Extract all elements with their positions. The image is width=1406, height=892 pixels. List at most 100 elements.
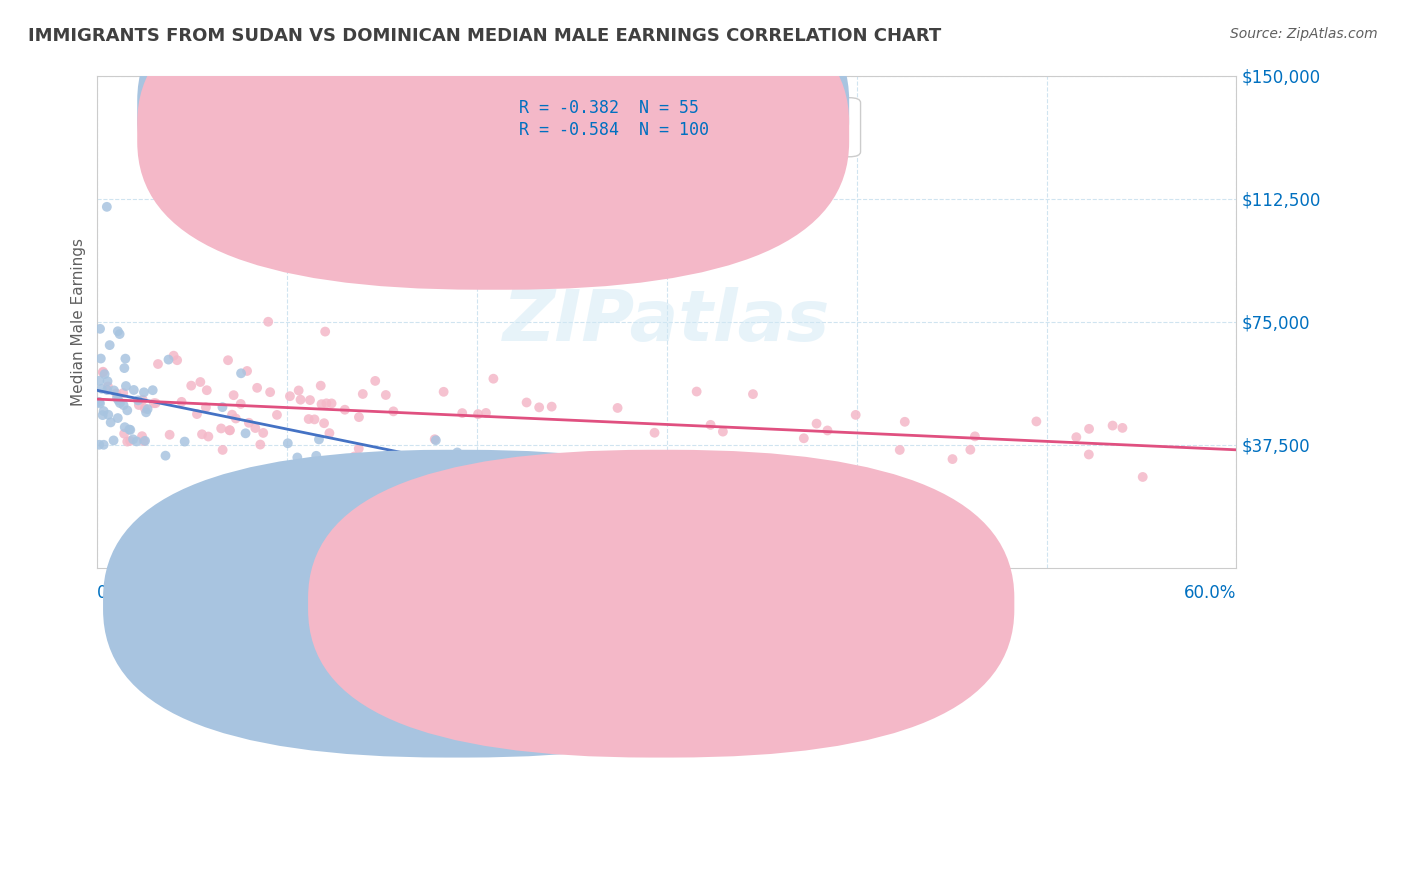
Point <box>742 387 765 401</box>
Point <box>100 416 122 430</box>
Point <box>114 420 136 434</box>
Point <box>309 378 332 392</box>
Point <box>482 372 505 386</box>
Text: R = -0.382  N = 55: R = -0.382 N = 55 <box>519 98 699 117</box>
Point <box>97 408 120 422</box>
Point <box>89 395 111 409</box>
Point <box>132 385 155 400</box>
Point <box>606 401 628 415</box>
Point <box>1101 418 1123 433</box>
Point <box>222 388 245 402</box>
Point <box>793 431 815 445</box>
Point <box>475 406 498 420</box>
Point <box>685 384 707 399</box>
Point <box>236 364 259 378</box>
Point <box>527 401 550 415</box>
Text: Dominicans: Dominicans <box>679 591 769 606</box>
Point <box>186 407 208 421</box>
Point <box>1077 448 1099 462</box>
Point <box>125 434 148 449</box>
Point <box>817 424 839 438</box>
Point <box>112 386 135 401</box>
Point <box>1078 422 1101 436</box>
FancyBboxPatch shape <box>103 450 810 757</box>
Point <box>249 437 271 451</box>
FancyBboxPatch shape <box>308 450 1014 757</box>
Point <box>298 393 321 408</box>
Point <box>467 450 489 465</box>
Point <box>285 450 308 465</box>
Text: Immigrants from Sudan: Immigrants from Sudan <box>440 591 621 606</box>
Point <box>347 410 370 425</box>
Point <box>238 416 260 430</box>
Point <box>225 411 247 425</box>
Point <box>117 434 139 449</box>
Point <box>245 421 267 435</box>
Point <box>314 325 336 339</box>
Point <box>122 383 145 397</box>
Point <box>128 398 150 412</box>
Point <box>97 379 120 393</box>
Point <box>321 396 343 410</box>
Point <box>246 381 269 395</box>
Point <box>115 379 138 393</box>
Point <box>107 393 129 408</box>
Point <box>516 395 538 409</box>
Point <box>105 391 128 405</box>
Point <box>959 442 981 457</box>
Text: 60.0%: 60.0% <box>1184 583 1236 601</box>
Point <box>235 426 257 441</box>
Point <box>155 449 177 463</box>
Point <box>96 200 118 214</box>
Point <box>146 357 169 371</box>
Point <box>209 421 232 435</box>
Point <box>108 396 131 410</box>
Point <box>91 408 114 422</box>
Point <box>315 396 337 410</box>
Point <box>333 402 356 417</box>
Point <box>91 366 114 380</box>
Text: ZIPatlas: ZIPatlas <box>503 287 831 356</box>
Point <box>120 423 142 437</box>
Point <box>711 425 734 439</box>
Point <box>318 426 340 441</box>
Point <box>142 383 165 397</box>
Point <box>145 396 167 410</box>
Point <box>132 434 155 449</box>
Point <box>96 383 118 397</box>
Point <box>277 436 299 450</box>
Point <box>112 398 135 412</box>
FancyBboxPatch shape <box>138 0 849 268</box>
Point <box>108 327 131 342</box>
Point <box>467 407 489 421</box>
Point <box>117 403 139 417</box>
Point <box>287 384 309 398</box>
Text: IMMIGRANTS FROM SUDAN VS DOMINICAN MEDIAN MALE EARNINGS CORRELATION CHART: IMMIGRANTS FROM SUDAN VS DOMINICAN MEDIA… <box>28 27 942 45</box>
FancyBboxPatch shape <box>138 0 849 290</box>
Point <box>343 450 366 464</box>
Point <box>290 392 312 407</box>
Y-axis label: Median Male Earnings: Median Male Earnings <box>72 238 86 406</box>
Point <box>308 433 330 447</box>
Point <box>194 401 217 415</box>
Point <box>941 452 963 467</box>
Point <box>374 388 396 402</box>
Point <box>90 351 112 366</box>
Point <box>89 438 111 452</box>
Point <box>259 385 281 400</box>
Point <box>136 402 159 417</box>
Point <box>91 365 114 379</box>
Point <box>564 464 586 478</box>
Point <box>131 429 153 443</box>
Point <box>217 353 239 368</box>
Point <box>188 375 211 389</box>
Point <box>266 408 288 422</box>
Point <box>211 442 233 457</box>
Point <box>90 382 112 396</box>
Point <box>219 423 242 437</box>
Point <box>894 415 917 429</box>
Point <box>433 384 456 399</box>
Point <box>1111 421 1133 435</box>
Point <box>103 384 125 398</box>
Point <box>312 416 335 430</box>
